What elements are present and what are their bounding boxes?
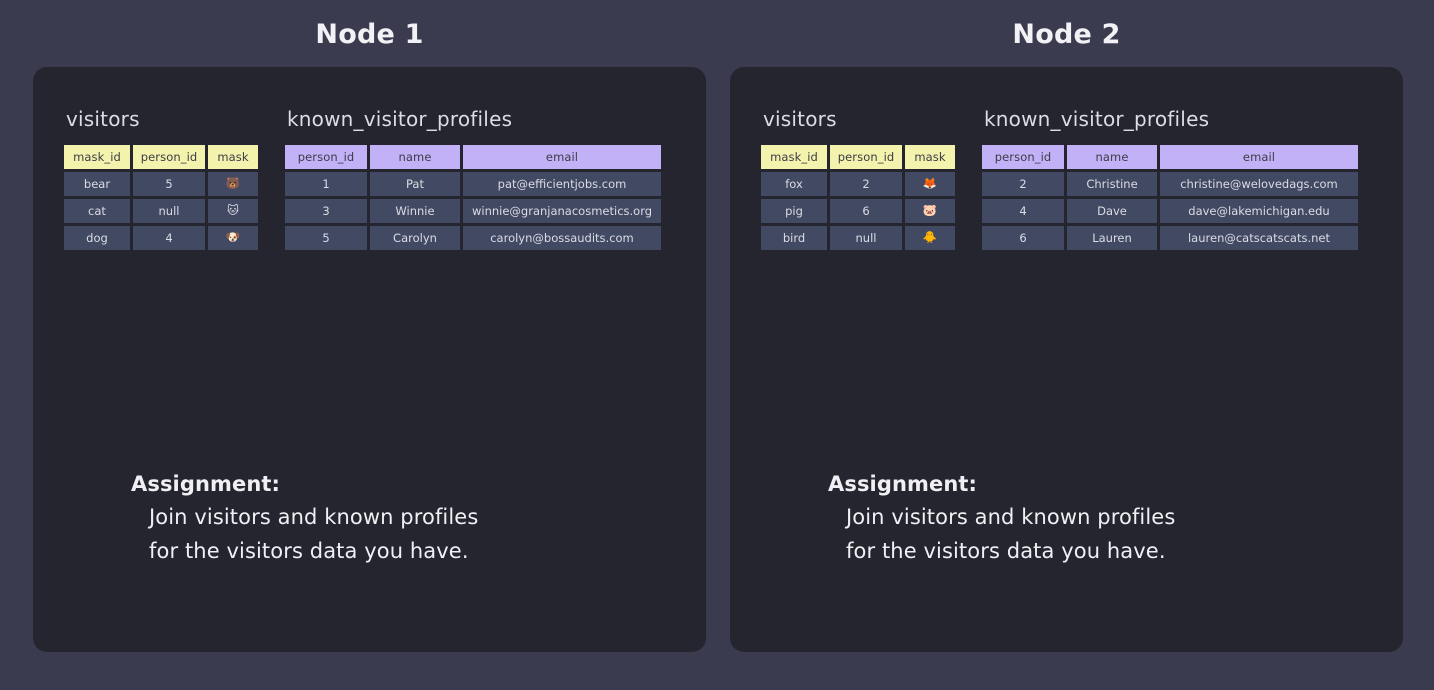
cat-face-emoji: 🐱 bbox=[208, 199, 258, 223]
bear-face-emoji: 🐻 bbox=[208, 172, 258, 196]
assignment-body-1: Join visitors and known profiles for the… bbox=[149, 500, 651, 568]
cell-person-id: 5 bbox=[285, 226, 367, 250]
cell-email: carolyn@bossaudits.com bbox=[463, 226, 661, 250]
fox-face-emoji: 🦊 bbox=[905, 172, 955, 196]
column-header-person-id: person_id bbox=[830, 145, 902, 169]
known-visitor-profiles-table-1: person_id name email 1 Pat pat@efficient… bbox=[282, 142, 664, 253]
cell-mask-id: pig bbox=[761, 199, 827, 223]
assignment-heading-2: Assignment: bbox=[828, 472, 1348, 496]
visitors-table-block-2: visitors mask_id person_id mask fox 2 bbox=[761, 107, 958, 253]
node-panel-1: Node 1 visitors mask_id person_id mask bbox=[33, 0, 706, 690]
visitors-table-1: mask_id person_id mask bear 5 🐻 cat bbox=[61, 142, 261, 253]
pig-face-emoji: 🐷 bbox=[905, 199, 955, 223]
cell-mask-id: bird bbox=[761, 226, 827, 250]
cell-person-id: 1 bbox=[285, 172, 367, 196]
cell-mask-id: dog bbox=[64, 226, 130, 250]
cell-person-id: 4 bbox=[982, 199, 1064, 223]
column-header-name: name bbox=[1067, 145, 1157, 169]
visitors-table-caption-2: visitors bbox=[763, 107, 837, 131]
cell-person-id: null bbox=[830, 226, 902, 250]
table-row: bird null 🐥 bbox=[761, 226, 955, 250]
profiles-table-caption-2: known_visitor_profiles bbox=[984, 107, 1210, 131]
assignment-label: Assignment bbox=[131, 472, 272, 496]
cell-person-id: 3 bbox=[285, 199, 367, 223]
assignment-block-1: Assignment: Join visitors and known prof… bbox=[131, 472, 651, 568]
column-header-person-id: person_id bbox=[133, 145, 205, 169]
table-row: cat null 🐱 bbox=[64, 199, 258, 223]
cell-email: dave@lakemichigan.edu bbox=[1160, 199, 1358, 223]
column-header-mask-id: mask_id bbox=[761, 145, 827, 169]
column-header-mask: mask bbox=[905, 145, 955, 169]
cell-person-id: 5 bbox=[133, 172, 205, 196]
column-header-person-id: person_id bbox=[982, 145, 1064, 169]
baby-chick-emoji: 🐥 bbox=[905, 226, 955, 250]
node-title-1: Node 1 bbox=[315, 19, 424, 50]
table-row: 5 Carolyn carolyn@bossaudits.com bbox=[285, 226, 661, 250]
node-card-2: visitors mask_id person_id mask fox 2 bbox=[730, 67, 1403, 652]
table-header-row: mask_id person_id mask bbox=[761, 145, 955, 169]
assignment-label: Assignment bbox=[828, 472, 969, 496]
cell-mask-id: bear bbox=[64, 172, 130, 196]
profiles-table-caption-1: known_visitor_profiles bbox=[287, 107, 513, 131]
cell-email: lauren@catscatscats.net bbox=[1160, 226, 1358, 250]
assignment-block-2: Assignment: Join visitors and known prof… bbox=[828, 472, 1348, 568]
assignment-line-2: for the visitors data you have. bbox=[846, 539, 1166, 564]
profiles-table-block-1: known_visitor_profiles person_id name em… bbox=[285, 107, 664, 253]
column-header-mask: mask bbox=[208, 145, 258, 169]
table-row: 2 Christine christine@welovedags.com bbox=[982, 172, 1358, 196]
table-header-row: person_id name email bbox=[285, 145, 661, 169]
column-header-email: email bbox=[1160, 145, 1358, 169]
table-row: bear 5 🐻 bbox=[64, 172, 258, 196]
cell-name: Dave bbox=[1067, 199, 1157, 223]
cell-mask-id: fox bbox=[761, 172, 827, 196]
visitors-table-block-1: visitors mask_id person_id mask bear 5 bbox=[64, 107, 261, 253]
assignment-colon: : bbox=[968, 472, 978, 496]
table-header-row: person_id name email bbox=[982, 145, 1358, 169]
table-row: 3 Winnie winnie@granjanacosmetics.org bbox=[285, 199, 661, 223]
cell-person-id: 6 bbox=[830, 199, 902, 223]
cell-name: Christine bbox=[1067, 172, 1157, 196]
visitors-table-2: mask_id person_id mask fox 2 🦊 pig bbox=[758, 142, 958, 253]
assignment-line-1: Join visitors and known profiles bbox=[149, 505, 479, 529]
table-row: pig 6 🐷 bbox=[761, 199, 955, 223]
table-row: dog 4 🐶 bbox=[64, 226, 258, 250]
cell-person-id: 6 bbox=[982, 226, 1064, 250]
node-panel-2: Node 2 visitors mask_id person_id mask bbox=[730, 0, 1403, 690]
cell-name: Winnie bbox=[370, 199, 460, 223]
column-header-person-id: person_id bbox=[285, 145, 367, 169]
assignment-line-1: Join visitors and known profiles bbox=[846, 505, 1176, 529]
assignment-line-2: for the visitors data you have. bbox=[149, 539, 469, 564]
cell-mask-id: cat bbox=[64, 199, 130, 223]
dog-face-emoji: 🐶 bbox=[208, 226, 258, 250]
cell-email: pat@efficientjobs.com bbox=[463, 172, 661, 196]
profiles-table-block-2: known_visitor_profiles person_id name em… bbox=[982, 107, 1361, 253]
table-row: 4 Dave dave@lakemichigan.edu bbox=[982, 199, 1358, 223]
cell-name: Carolyn bbox=[370, 226, 460, 250]
cell-email: winnie@granjanacosmetics.org bbox=[463, 199, 661, 223]
node-title-2: Node 2 bbox=[1012, 19, 1121, 50]
cell-name: Lauren bbox=[1067, 226, 1157, 250]
table-header-row: mask_id person_id mask bbox=[64, 145, 258, 169]
cell-name: Pat bbox=[370, 172, 460, 196]
column-header-email: email bbox=[463, 145, 661, 169]
assignment-body-2: Join visitors and known profiles for the… bbox=[846, 500, 1348, 568]
table-row: fox 2 🦊 bbox=[761, 172, 955, 196]
assignment-colon: : bbox=[271, 472, 281, 496]
node-card-1: visitors mask_id person_id mask bear 5 bbox=[33, 67, 706, 652]
table-row: 1 Pat pat@efficientjobs.com bbox=[285, 172, 661, 196]
cell-email: christine@welovedags.com bbox=[1160, 172, 1358, 196]
column-header-mask-id: mask_id bbox=[64, 145, 130, 169]
cell-person-id: 2 bbox=[982, 172, 1064, 196]
column-header-name: name bbox=[370, 145, 460, 169]
assignment-heading-1: Assignment: bbox=[131, 472, 651, 496]
visitors-table-caption-1: visitors bbox=[66, 107, 140, 131]
known-visitor-profiles-table-2: person_id name email 2 Christine christi… bbox=[979, 142, 1361, 253]
table-row: 6 Lauren lauren@catscatscats.net bbox=[982, 226, 1358, 250]
cell-person-id: 2 bbox=[830, 172, 902, 196]
cell-person-id: 4 bbox=[133, 226, 205, 250]
cell-person-id: null bbox=[133, 199, 205, 223]
